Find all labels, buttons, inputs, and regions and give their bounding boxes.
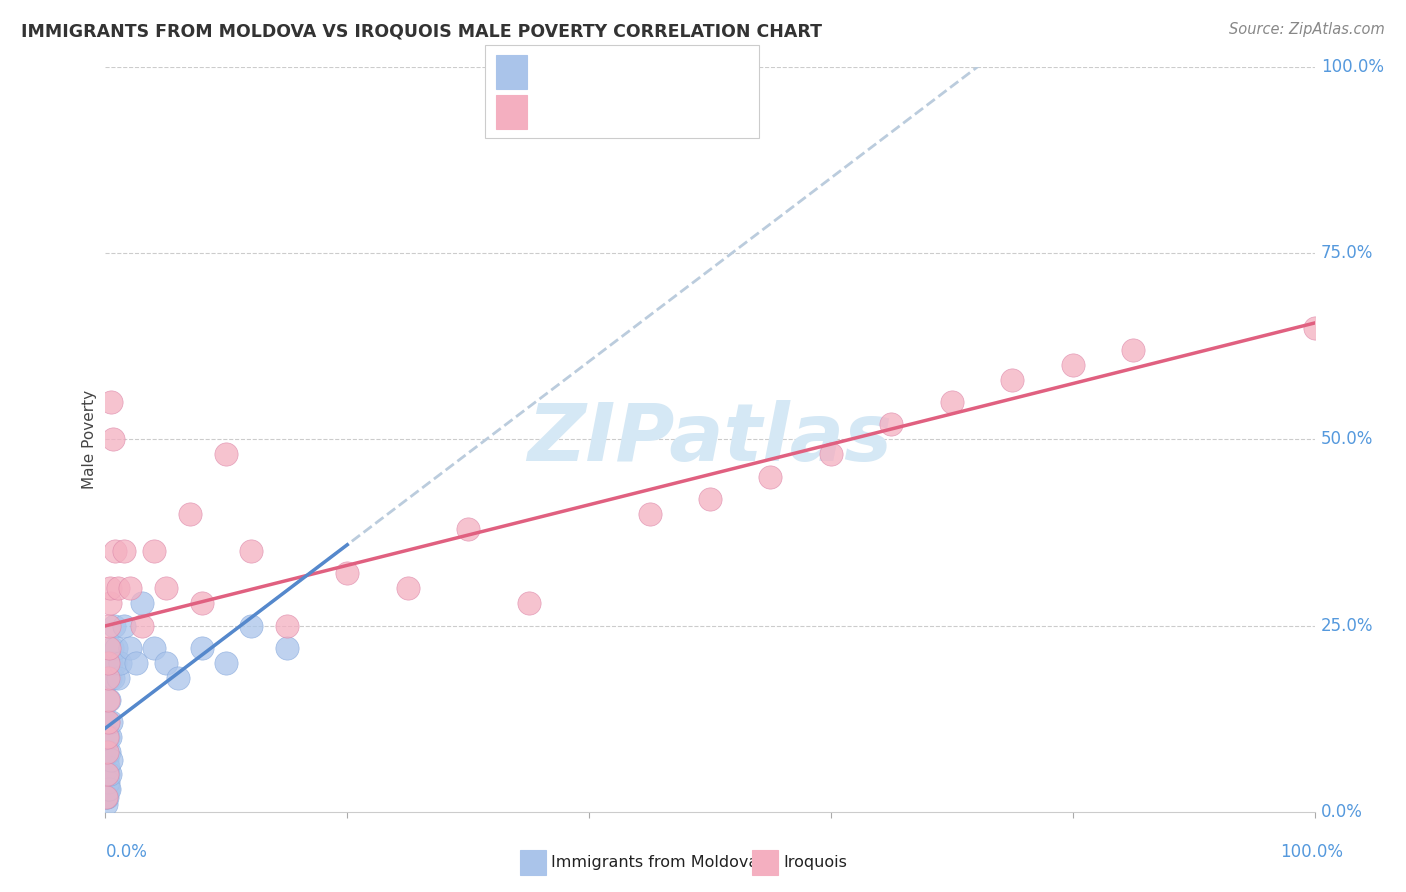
Point: [142, 640, 165, 655]
Point: [98, 582, 121, 596]
Point: [96, 767, 118, 781]
Point: [98, 730, 121, 744]
Point: [638, 507, 661, 521]
Point: [98, 596, 121, 610]
Point: [97, 760, 120, 774]
Point: [239, 544, 262, 558]
Point: [105, 640, 128, 655]
Point: [167, 671, 190, 685]
Point: [215, 447, 238, 461]
Point: [1062, 358, 1084, 372]
Text: Iroquois: Iroquois: [783, 855, 846, 870]
Point: [97, 671, 120, 685]
Point: [517, 596, 540, 610]
Y-axis label: Male Poverty: Male Poverty: [82, 390, 97, 489]
Text: 50.0%: 50.0%: [1320, 430, 1374, 449]
Point: [98, 618, 121, 632]
Point: [155, 582, 177, 596]
Point: [97, 767, 120, 781]
Point: [96, 730, 118, 744]
Point: [1001, 373, 1024, 387]
Text: R = 0.608   N =  40: R = 0.608 N = 40: [536, 103, 727, 120]
Point: [97, 640, 120, 655]
Point: [107, 671, 129, 685]
Point: [100, 715, 122, 730]
Point: [96, 789, 118, 804]
Point: [124, 656, 148, 670]
Point: [96, 775, 118, 789]
Point: [101, 671, 124, 685]
Point: [96, 782, 118, 797]
Point: [96, 745, 118, 759]
Point: [101, 640, 124, 655]
Point: [276, 640, 298, 655]
Point: [215, 656, 238, 670]
Point: [336, 566, 359, 581]
Point: [759, 469, 782, 483]
Point: [107, 582, 129, 596]
Point: [103, 618, 125, 632]
Point: [97, 656, 120, 670]
Text: Source: ZipAtlas.com: Source: ZipAtlas.com: [1229, 22, 1385, 37]
Point: [142, 544, 165, 558]
Point: [98, 693, 121, 707]
Text: ZIPatlas: ZIPatlas: [527, 401, 893, 478]
Point: [1303, 320, 1326, 334]
Point: [98, 767, 121, 781]
Text: 75.0%: 75.0%: [1320, 244, 1374, 262]
Point: [118, 640, 141, 655]
Point: [104, 656, 127, 670]
Point: [97, 745, 120, 759]
Text: 100.0%: 100.0%: [1279, 843, 1343, 861]
Point: [97, 730, 120, 744]
Text: 0.0%: 0.0%: [1320, 803, 1362, 821]
Point: [101, 433, 124, 447]
Text: IMMIGRANTS FROM MOLDOVA VS IROQUOIS MALE POVERTY CORRELATION CHART: IMMIGRANTS FROM MOLDOVA VS IROQUOIS MALE…: [21, 22, 823, 40]
Point: [191, 640, 214, 655]
Point: [131, 618, 153, 632]
Point: [96, 745, 118, 759]
Point: [97, 782, 120, 797]
Text: 100.0%: 100.0%: [1320, 58, 1384, 76]
Point: [97, 715, 120, 730]
Text: 25.0%: 25.0%: [1320, 616, 1374, 634]
Point: [96, 767, 118, 781]
Point: [239, 618, 262, 632]
Point: [1122, 343, 1144, 357]
Point: [98, 671, 121, 685]
Point: [100, 656, 122, 670]
Point: [100, 753, 122, 767]
Point: [97, 693, 120, 707]
Point: [96, 789, 118, 804]
Point: [457, 522, 479, 536]
Point: [396, 582, 419, 596]
Point: [98, 782, 121, 797]
Point: [94, 797, 117, 812]
Point: [820, 447, 842, 461]
Point: [699, 491, 721, 506]
Point: [155, 656, 177, 670]
Point: [191, 596, 214, 610]
Point: [97, 715, 120, 730]
Text: R = 0.298   N =  41: R = 0.298 N = 41: [536, 61, 727, 78]
Point: [108, 656, 131, 670]
Text: 0.0%: 0.0%: [105, 843, 148, 861]
Point: [96, 789, 118, 804]
Point: [118, 582, 141, 596]
Point: [941, 395, 963, 409]
Point: [276, 618, 298, 632]
Point: [112, 544, 135, 558]
Point: [97, 775, 120, 789]
Point: [112, 618, 135, 632]
Point: [880, 417, 903, 432]
Text: Immigrants from Moldova: Immigrants from Moldova: [551, 855, 758, 870]
Point: [100, 395, 122, 409]
Point: [96, 753, 118, 767]
Point: [131, 596, 153, 610]
Point: [104, 544, 127, 558]
Point: [179, 507, 201, 521]
